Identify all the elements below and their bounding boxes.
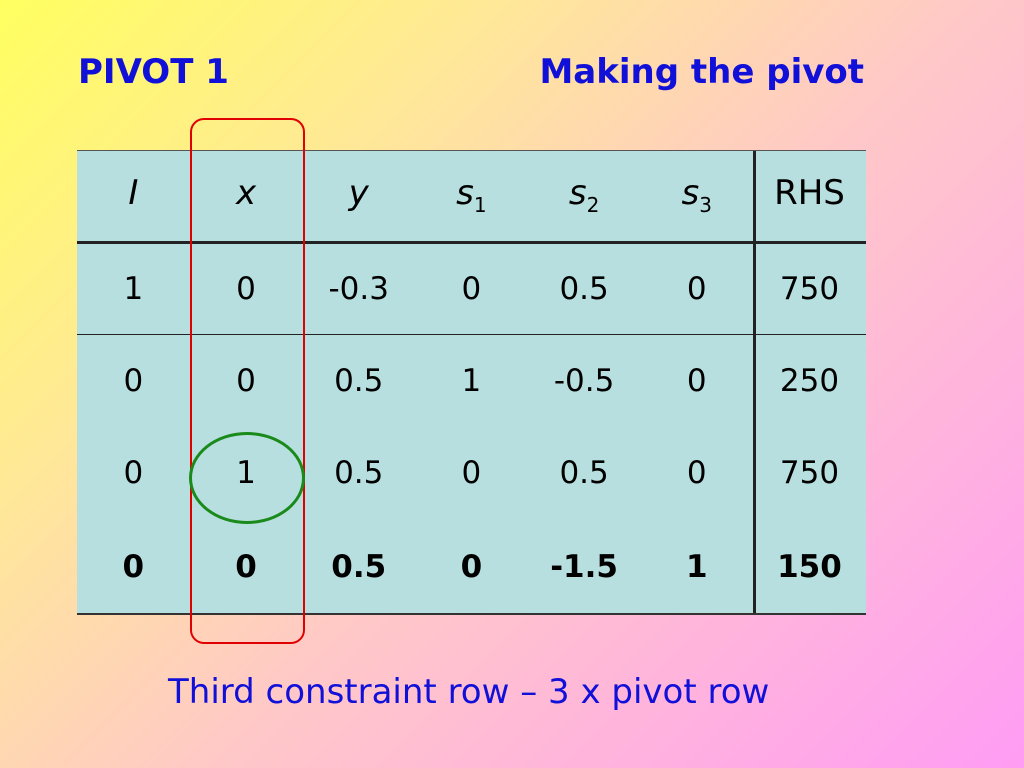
footer-note: Third constraint row – 3 x pivot row: [168, 672, 770, 712]
table-cell: 0: [122, 549, 145, 585]
table-cell: 1: [685, 549, 708, 585]
header-label: s: [681, 173, 700, 213]
column-header: I: [77, 173, 190, 217]
row-divider: [77, 334, 866, 335]
header-subscript: 3: [699, 192, 712, 217]
table-cell: 250: [779, 363, 840, 399]
table-cell: 0.5: [559, 455, 609, 491]
pivot-element-circle: [189, 432, 305, 524]
table-cell: 0: [235, 549, 257, 585]
header-label: RHS: [774, 173, 845, 213]
table-cell: 150: [777, 549, 842, 585]
table-cell: 0: [686, 455, 707, 491]
header-label: s: [456, 173, 474, 213]
table-row: 0 0 0.5 0 -1.5 1 150: [77, 549, 866, 585]
header-label: x: [235, 173, 257, 213]
table-cell: -0.3: [328, 271, 389, 307]
column-header: s3: [640, 173, 753, 217]
header-label: y: [348, 173, 369, 213]
header-label: s: [568, 173, 587, 213]
slide-subtitle: Making the pivot: [539, 52, 864, 92]
table-cell: 0: [461, 271, 482, 307]
header-subscript: 1: [473, 192, 487, 217]
column-header: s2: [528, 173, 641, 217]
header-subscript: 2: [586, 192, 600, 217]
table-cell: 750: [779, 455, 840, 491]
header-label: I: [128, 173, 139, 213]
table-cell: 0: [123, 455, 144, 491]
table-cell: 0.5: [334, 455, 384, 491]
table-row: 0 0 0.5 1 -0.5 0 250: [77, 363, 866, 399]
table-cell: 1: [461, 363, 482, 399]
header-divider: [77, 241, 866, 244]
table-cell: 0: [460, 549, 483, 585]
column-header: y: [302, 173, 415, 217]
table-cell: 0: [461, 455, 482, 491]
table-cell: -1.5: [550, 549, 618, 585]
column-header: RHS: [753, 173, 866, 217]
table-cell: 0.5: [334, 363, 384, 399]
table-cell: 0: [686, 271, 707, 307]
table-cell: 750: [779, 271, 840, 307]
table-cell: 0.5: [331, 549, 387, 585]
table-cell: 0: [236, 271, 256, 307]
table-cell: 0: [236, 363, 256, 399]
slide-title: PIVOT 1: [78, 52, 229, 92]
pivot-column-highlight: [190, 118, 305, 644]
table-cell: 1: [123, 271, 144, 307]
table-row: 1 0 -0.3 0 0.5 0 750: [77, 271, 866, 307]
table-cell: -0.5: [553, 363, 615, 399]
column-header: x: [190, 173, 303, 217]
table-cell: 0: [686, 363, 707, 399]
table-cell: 0.5: [559, 271, 609, 307]
table-row: 0 1 0.5 0 0.5 0 750: [77, 455, 866, 491]
table-cell: 0: [123, 363, 144, 399]
rhs-divider: [753, 151, 756, 613]
column-header: s1: [415, 173, 528, 217]
